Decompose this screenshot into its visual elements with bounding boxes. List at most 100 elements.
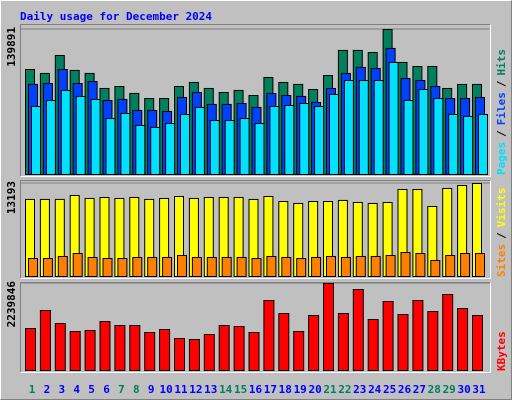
bar — [248, 332, 260, 371]
bar — [430, 259, 441, 277]
bar — [132, 256, 143, 278]
bar — [135, 124, 146, 175]
panel-bevel — [20, 24, 491, 177]
bar — [385, 254, 396, 278]
bar — [39, 310, 51, 371]
bar — [159, 329, 171, 372]
bar — [188, 339, 200, 372]
bar — [284, 104, 295, 175]
bar — [174, 338, 185, 371]
x-tick-label: 23 — [353, 383, 366, 396]
bar — [299, 102, 310, 175]
y-tick-label: 13193 — [5, 181, 18, 214]
x-tick-label: 24 — [368, 383, 382, 396]
bar — [129, 325, 141, 371]
bar — [442, 294, 454, 371]
x-tick-label: 29 — [443, 383, 456, 396]
x-tick-label: 1 — [29, 383, 36, 396]
bar — [42, 258, 53, 278]
bar — [144, 332, 156, 371]
bar — [162, 256, 173, 278]
bar — [263, 299, 275, 371]
bar — [367, 319, 379, 372]
bar — [221, 256, 232, 278]
bar — [191, 256, 202, 278]
bar — [343, 79, 354, 175]
bar — [102, 258, 113, 278]
bar — [266, 255, 277, 277]
bar — [278, 312, 290, 371]
bar — [120, 112, 131, 176]
bar — [25, 328, 36, 371]
x-tick-label: 7 — [118, 383, 125, 396]
bar — [314, 106, 325, 175]
bar — [251, 258, 262, 278]
bar — [475, 253, 485, 278]
panel-bevel — [20, 180, 491, 279]
bar — [460, 253, 471, 278]
bar — [418, 89, 429, 175]
x-tick-label: 8 — [133, 383, 140, 396]
bar — [388, 61, 399, 175]
x-tick-label: 26 — [398, 383, 412, 396]
x-tick-label: 22 — [338, 383, 351, 396]
bar — [293, 330, 305, 371]
legend-entry: Visits — [495, 188, 508, 228]
bar — [403, 99, 414, 175]
y-tick-label: 2239846 — [5, 281, 18, 328]
x-tick-label: 12 — [189, 383, 202, 396]
chart-title: Daily usage for December 2024 — [20, 10, 212, 23]
bar — [337, 312, 349, 371]
bar — [427, 310, 439, 371]
bar — [457, 308, 469, 371]
legend: Sites / Visits — [495, 188, 508, 278]
x-tick-label: 19 — [294, 383, 307, 396]
bar — [165, 123, 176, 175]
bar — [382, 301, 394, 372]
bar — [147, 256, 158, 278]
x-tick-label: 15 — [234, 383, 247, 396]
bar — [269, 106, 280, 175]
legend-entry: Files — [495, 92, 508, 125]
bar — [254, 123, 265, 175]
bar — [412, 299, 424, 371]
bar — [45, 99, 56, 175]
legend-separator: / — [495, 80, 508, 87]
bar — [203, 334, 215, 372]
bar — [323, 283, 334, 371]
bar — [31, 106, 41, 175]
x-tick-label: 31 — [472, 383, 486, 396]
x-tick-label: 20 — [308, 383, 321, 396]
x-tick-label: 3 — [58, 383, 65, 396]
x-tick-label: 16 — [249, 383, 263, 396]
bar — [233, 325, 245, 371]
x-tick-label: 18 — [279, 383, 292, 396]
bar — [99, 321, 111, 372]
bar — [415, 253, 426, 278]
y-tick-label: 139891 — [5, 27, 18, 67]
bar — [445, 254, 456, 278]
bar — [114, 325, 126, 371]
bar — [296, 258, 307, 278]
bar — [72, 253, 83, 278]
x-tick-label: 17 — [264, 383, 277, 396]
x-tick-label: 14 — [219, 383, 233, 396]
bar — [236, 256, 247, 278]
bar — [75, 95, 86, 175]
bar — [352, 289, 364, 371]
legend: KBytes — [495, 331, 508, 371]
legend-entry: Pages — [495, 142, 508, 175]
bar — [117, 258, 128, 278]
x-tick-label: 9 — [148, 383, 155, 396]
x-tick-label: 11 — [174, 383, 188, 396]
bar — [206, 256, 217, 278]
panel-bevel — [20, 24, 491, 177]
bar — [370, 255, 381, 277]
bar — [281, 256, 292, 278]
legend-entry: KBytes — [495, 331, 508, 371]
bar — [355, 255, 366, 277]
bar — [239, 118, 250, 175]
bar — [433, 98, 444, 175]
